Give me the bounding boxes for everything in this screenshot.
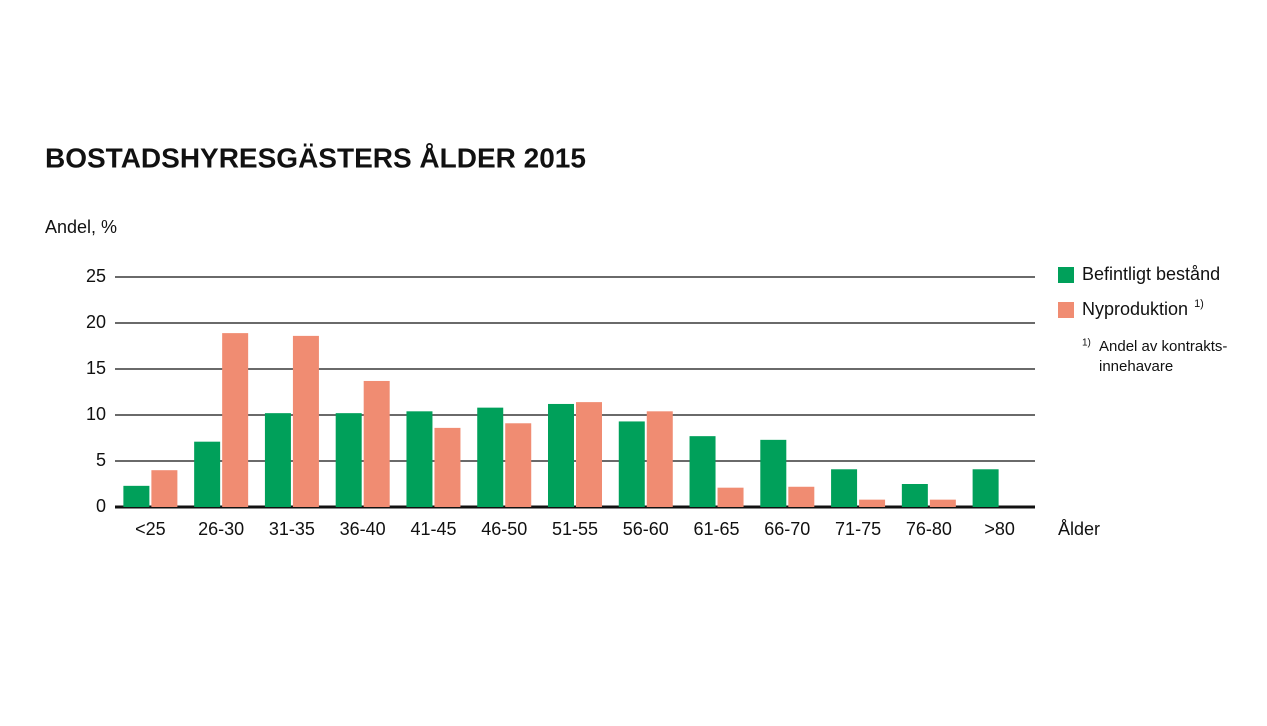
x-tick-label: 41-45 <box>410 519 456 539</box>
x-tick-label: 31-35 <box>269 519 315 539</box>
y-tick-label: 5 <box>96 450 106 470</box>
bar <box>972 469 999 507</box>
bar <box>505 423 532 507</box>
x-tick-label: <25 <box>135 519 166 539</box>
footnote-marker: 1) <box>1082 338 1091 349</box>
legend-swatch <box>1058 267 1074 283</box>
y-tick-label: 25 <box>86 266 106 286</box>
legend-note: 1) <box>1194 298 1204 310</box>
legend-swatch <box>1058 302 1074 318</box>
bar <box>929 499 956 507</box>
bar <box>831 469 858 507</box>
bar <box>646 411 673 507</box>
y-tick-label: 20 <box>86 312 106 332</box>
y-tick-label: 15 <box>86 358 106 378</box>
bar <box>363 380 390 507</box>
bar <box>151 470 178 507</box>
bar <box>576 402 602 507</box>
legend-label: Nyproduktion <box>1082 299 1188 319</box>
bar <box>618 421 645 507</box>
bar <box>222 333 249 507</box>
x-axis-label: Ålder <box>1058 519 1100 539</box>
y-tick-label: 10 <box>86 404 106 424</box>
bar <box>548 403 574 507</box>
x-tick-label: 46-50 <box>481 519 527 539</box>
bar <box>901 484 928 507</box>
bar <box>123 485 150 507</box>
bar <box>335 413 362 507</box>
x-tick-label: 66-70 <box>764 519 810 539</box>
footnote-text: innehavare <box>1099 358 1173 375</box>
y-axis-label: Andel, % <box>45 217 117 237</box>
bar <box>292 335 319 507</box>
x-tick-label: 36-40 <box>340 519 386 539</box>
x-tick-label: 71-75 <box>835 519 881 539</box>
bar <box>689 436 716 507</box>
bar <box>434 427 461 507</box>
bar <box>406 411 433 507</box>
bar <box>264 413 291 507</box>
bar <box>760 439 787 507</box>
legend-label: Befintligt bestånd <box>1082 264 1220 284</box>
bar <box>859 499 886 507</box>
bar <box>788 486 815 507</box>
bar <box>717 487 744 507</box>
y-tick-label: 0 <box>96 496 106 516</box>
x-tick-label: 76-80 <box>906 519 952 539</box>
bar <box>477 407 504 507</box>
x-tick-label: 26-30 <box>198 519 244 539</box>
bar <box>194 441 221 507</box>
x-tick-label: >80 <box>984 519 1015 539</box>
x-tick-label: 51-55 <box>552 519 598 539</box>
x-tick-label: 61-65 <box>694 519 740 539</box>
footnote-text: Andel av kontrakts- <box>1099 338 1227 355</box>
chart-title: BOSTADSHYRESGÄSTERS ÅLDER 2015 <box>45 142 586 173</box>
x-tick-label: 56-60 <box>623 519 669 539</box>
